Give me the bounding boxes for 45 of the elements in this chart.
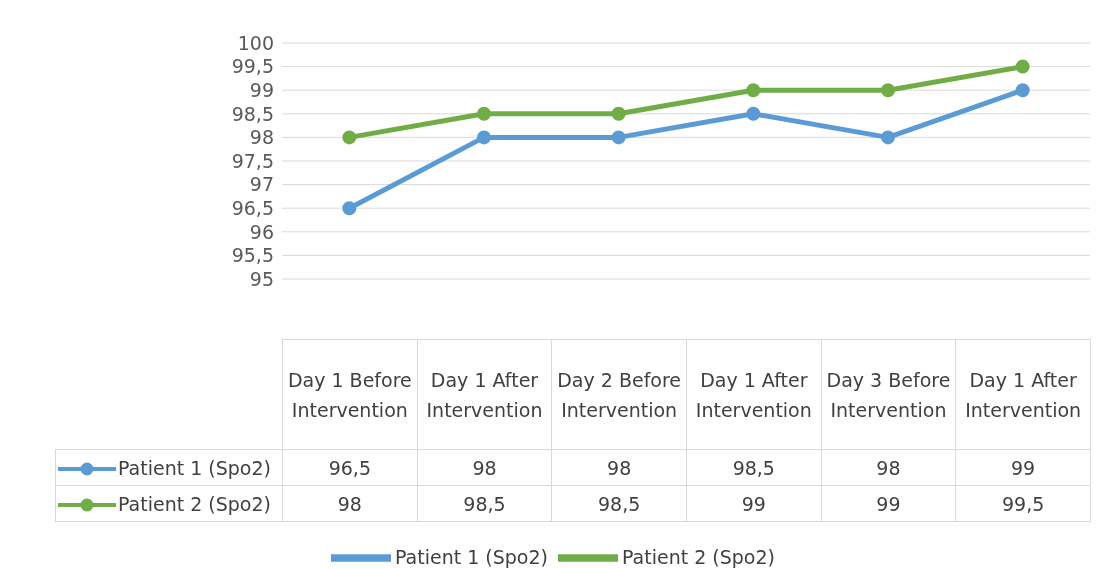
y-tick-label: 96,5: [231, 196, 274, 219]
point: [881, 130, 895, 145]
x-tick-label: Day 1 After Intervention: [417, 339, 552, 450]
point: [477, 106, 491, 121]
point: [1015, 83, 1030, 98]
text: Patient 1 (Spo2): [395, 545, 548, 568]
point: [746, 106, 761, 121]
point: [342, 201, 357, 216]
point: [746, 83, 761, 98]
data-label: 99: [955, 449, 1091, 486]
point: [342, 130, 357, 145]
data-label: 98,5: [686, 449, 822, 486]
data-label: 98: [551, 449, 687, 486]
y-tick-label: 99: [249, 78, 274, 101]
y-tick-label: 95,5: [231, 244, 274, 267]
data-label: 98: [417, 449, 552, 486]
legend-label: Patient 1 (Spo2): [55, 449, 283, 486]
data-label: 99,5: [955, 485, 1091, 522]
y-tick-label: 97,5: [231, 149, 274, 172]
x-tick-label: Day 1 After Intervention: [686, 339, 822, 450]
legend-label: Patient 2 (Spo2): [55, 485, 283, 522]
data-label: 99: [686, 485, 822, 522]
data-label: 98: [282, 485, 418, 522]
y-tick-label: 97: [249, 173, 274, 196]
y-tick-label: 99,5: [231, 55, 274, 78]
point: [1015, 59, 1030, 74]
text: Patient 2 (Spo2): [622, 545, 775, 568]
point: [881, 83, 895, 98]
x-tick-label: Day 2 Before Intervention: [551, 339, 687, 450]
data-label: 96,5: [282, 449, 418, 486]
x-tick-label: Day 1 Before Intervention: [282, 339, 418, 450]
y-tick-label: 96: [249, 220, 274, 243]
data-label: 98: [821, 449, 956, 486]
y-tick-label: 95: [249, 267, 274, 290]
y-tick-label: 98: [249, 126, 274, 149]
data-label: 98,5: [417, 485, 552, 522]
x-tick-label: Day 1 After Intervention: [955, 339, 1091, 450]
y-tick-label: 98,5: [231, 102, 274, 125]
x-tick-label: Day 3 Before Intervention: [821, 339, 956, 450]
data-label: 99: [821, 485, 956, 522]
y-tick-label: 100: [237, 31, 274, 54]
point: [611, 106, 626, 121]
data-label: 98,5: [551, 485, 687, 522]
point: [611, 130, 626, 145]
point: [477, 130, 491, 145]
